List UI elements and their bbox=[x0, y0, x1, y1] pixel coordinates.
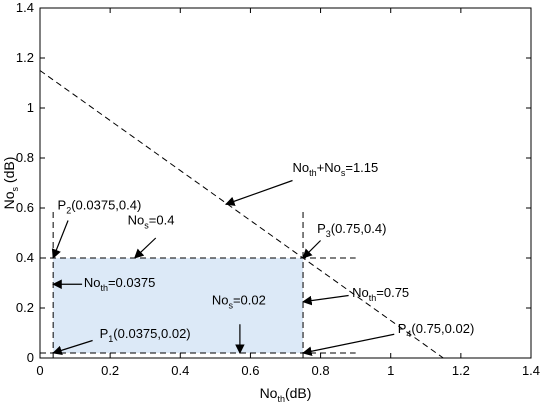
text-segment: P bbox=[58, 197, 67, 212]
text-segment: No bbox=[293, 160, 310, 175]
y-tick-label: 1.2 bbox=[16, 50, 34, 65]
feasible-region bbox=[53, 258, 304, 353]
subscript: 1 bbox=[108, 334, 113, 344]
text-segment: =0.75 bbox=[376, 285, 409, 300]
arrow-nos04 bbox=[133, 237, 157, 259]
arrow-p3 bbox=[302, 240, 321, 259]
annotation-nos002: Nos=0.02 bbox=[212, 292, 266, 310]
subscript: th bbox=[309, 168, 317, 178]
x-tick-label: 1.2 bbox=[452, 363, 470, 378]
arrow-sum bbox=[224, 179, 293, 206]
text-segment: =0.0375 bbox=[108, 275, 155, 290]
text-segment: No bbox=[212, 292, 229, 307]
x-axis-label: Noth(dB) bbox=[260, 385, 312, 404]
text-segment: (0.75,0.02) bbox=[411, 321, 474, 336]
text-segment: P bbox=[398, 321, 407, 336]
text-segment: No bbox=[1, 191, 17, 209]
annotation-p4: P4(0.75,0.02) bbox=[398, 321, 475, 339]
dashed-line-1 bbox=[39, 70, 444, 359]
y-tick-label: 0.6 bbox=[16, 200, 34, 215]
x-tick-label: 0.6 bbox=[241, 363, 259, 378]
subscript: s bbox=[228, 300, 233, 310]
arrow-p2 bbox=[51, 220, 69, 259]
annotation-noth0375: Noth=0.0375 bbox=[84, 275, 156, 293]
annotation-sum: Noth+Nos=1.15 bbox=[293, 160, 379, 178]
text-segment: (dB) bbox=[285, 385, 311, 401]
subscript: 2 bbox=[66, 205, 71, 215]
annotation-nos04: Nos=0.4 bbox=[128, 212, 175, 230]
text-segment: (0.75,0.4) bbox=[331, 221, 387, 236]
annotation-noth075: Noth=0.75 bbox=[352, 285, 409, 303]
subscript: 3 bbox=[326, 229, 331, 239]
x-tick-label: 0.8 bbox=[312, 363, 330, 378]
text-segment: (0.0375,0.4) bbox=[71, 197, 141, 212]
y-tick-label: 1.4 bbox=[16, 0, 34, 15]
x-tick-label: 0.4 bbox=[171, 363, 189, 378]
text-segment: +No bbox=[317, 160, 341, 175]
subscript: th bbox=[277, 394, 285, 404]
annotation-p3: P3(0.75,0.4) bbox=[317, 221, 386, 239]
subscript: th bbox=[100, 283, 108, 293]
subscript: s bbox=[144, 220, 149, 230]
annotation-p2: P2(0.0375,0.4) bbox=[58, 197, 142, 215]
arrow-noth075 bbox=[302, 294, 349, 306]
text-segment: No bbox=[352, 285, 369, 300]
y-axis-label: Nos (dB) bbox=[1, 157, 20, 210]
plot-area bbox=[39, 7, 532, 359]
x-tick-label: 1 bbox=[387, 363, 394, 378]
x-tick-label: 0.2 bbox=[101, 363, 119, 378]
subscript: s bbox=[10, 186, 20, 191]
arrow-p1 bbox=[52, 339, 93, 355]
subscript: s bbox=[341, 168, 346, 178]
text-segment: No bbox=[84, 275, 101, 290]
text-segment: =0.4 bbox=[149, 212, 175, 227]
text-segment: P bbox=[100, 326, 109, 341]
annotation-p1: P1(0.0375,0.02) bbox=[100, 326, 191, 344]
y-tick-label: 0.2 bbox=[16, 300, 34, 315]
y-tick-label: 0.8 bbox=[16, 150, 34, 165]
subscript: th bbox=[369, 293, 377, 303]
y-tick-label: 1 bbox=[27, 100, 34, 115]
subscript: 4 bbox=[406, 329, 411, 339]
text-segment: No bbox=[128, 212, 145, 227]
y-tick-label: 0 bbox=[27, 350, 34, 365]
text-segment: P bbox=[317, 221, 326, 236]
text-segment: (0.0375,0.02) bbox=[113, 326, 190, 341]
y-tick-label: 0.4 bbox=[16, 250, 34, 265]
x-tick-label: 1.4 bbox=[522, 363, 540, 378]
text-segment: =0.02 bbox=[233, 292, 266, 307]
text-segment: (dB) bbox=[1, 157, 17, 187]
text-segment: =1.15 bbox=[345, 160, 378, 175]
x-tick-label: 0 bbox=[36, 363, 43, 378]
text-segment: No bbox=[260, 385, 278, 401]
arrow-p4 bbox=[302, 333, 395, 356]
